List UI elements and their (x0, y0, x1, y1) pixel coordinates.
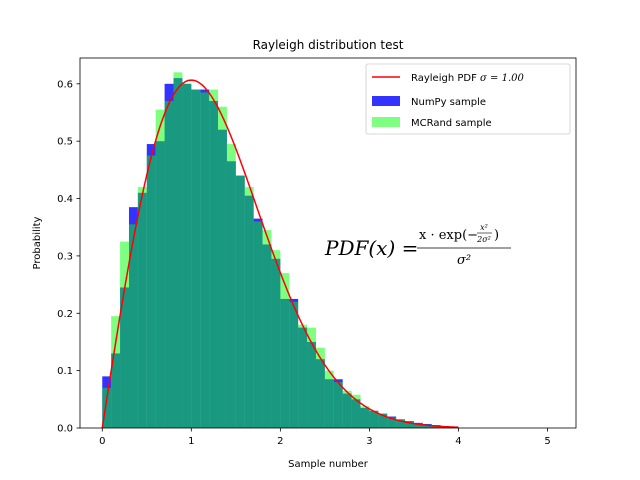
y-tick-label-3: 0.3 (57, 251, 73, 262)
x-tick-label-4: 4 (455, 436, 461, 447)
mcrand-bar-18 (262, 230, 272, 428)
y-tick-label-6: 0.6 (57, 79, 73, 90)
formula-inner-frac-num: x² (480, 223, 488, 232)
mcrand-bar-13 (218, 106, 227, 428)
mcrand-bar-5 (146, 155, 156, 428)
formula-lhs: PDF(x) = (324, 236, 418, 260)
legend-label-numpy: NumPy sample (411, 97, 486, 108)
mcrand-bar-11 (200, 92, 210, 429)
mcrand-bar-37 (431, 425, 441, 428)
formula-numerator-prefix: x · exp(− (419, 228, 478, 243)
mcrand-bar-21 (289, 301, 299, 428)
mcrand-bar-28 (351, 394, 361, 428)
mcrand-bar-29 (360, 406, 370, 428)
mcrand-bar-33 (396, 419, 406, 428)
mcrand-bar-35 (413, 423, 423, 428)
x-tick-label-5: 5 (544, 436, 550, 447)
x-axis-label: Sample number (288, 459, 369, 470)
legend-swatch-mcrand (372, 117, 400, 127)
mcrand-bar-31 (378, 413, 388, 428)
y-axis: 0.0 0.1 0.2 0.3 0.4 0.5 0.6 (57, 79, 80, 435)
y-axis-label: Probability (32, 216, 43, 269)
mcrand-bar-26 (333, 382, 343, 428)
mcrand-bar-17 (253, 221, 263, 428)
x-tick-label-3: 3 (366, 436, 372, 447)
legend-swatch-numpy (372, 96, 400, 106)
mcrand-histogram (102, 72, 459, 429)
y-tick-label-2: 0.2 (57, 309, 73, 320)
mcrand-bar-19 (271, 250, 281, 428)
mcrand-bar-1 (111, 316, 121, 428)
legend-box (365, 63, 571, 135)
mcrand-bar-15 (235, 175, 245, 428)
mcrand-bar-12 (209, 89, 219, 429)
y-tick-label-1: 0.1 (57, 366, 73, 377)
axes-frame (79, 57, 577, 429)
mcrand-bar-4 (137, 187, 147, 428)
mcrand-bar-22 (298, 324, 308, 428)
formula-numerator: x · exp(− (419, 228, 478, 243)
mcrand-bar-10 (191, 89, 201, 429)
pdf-formula-annotation: PDF(x) = x · exp(− x² 2σ² ) σ² (324, 223, 511, 268)
mcrand-bar-2 (120, 241, 129, 428)
mcrand-bar-6 (155, 109, 165, 428)
formula-denominator: σ² (457, 253, 471, 268)
mcrand-bar-34 (405, 421, 414, 428)
mcrand-bar-20 (280, 273, 290, 428)
mcrand-bar-27 (342, 390, 352, 428)
y-tick-label-5: 0.5 (57, 137, 73, 148)
formula-inner-frac-den: 2σ² (476, 235, 491, 244)
mcrand-bar-25 (324, 370, 334, 428)
mcrand-bar-23 (307, 327, 316, 428)
legend-label-mcrand: MCRand sample (411, 118, 492, 129)
x-tick-label-2: 2 (277, 436, 283, 447)
mcrand-bar-14 (226, 144, 236, 429)
y-tick-label-4: 0.4 (57, 194, 73, 205)
chart-title: Rayleigh distribution test (253, 38, 404, 52)
y-tick-label-0: 0.0 (57, 424, 73, 435)
mcrand-bar-7 (164, 101, 174, 429)
formula-numerator-suffix: ) (494, 228, 499, 243)
legend: Rayleigh PDF σ = 1.00 NumPy sample MCRan… (365, 63, 571, 135)
x-tick-label-1: 1 (188, 436, 194, 447)
mcrand-bar-24 (315, 347, 325, 428)
mcrand-bar-3 (128, 224, 138, 428)
mcrand-bar-36 (422, 424, 432, 428)
mcrand-bar-0 (102, 387, 112, 428)
mcrand-bar-16 (244, 187, 254, 428)
x-axis: 0 1 2 3 4 5 (99, 428, 551, 447)
x-tick-label-0: 0 (99, 436, 105, 447)
rayleigh-pdf-line (101, 79, 459, 429)
mcrand-bar-30 (369, 410, 379, 428)
mcrand-bar-32 (387, 417, 397, 428)
legend-label-pdf: Rayleigh PDF σ = 1.00 (411, 73, 524, 84)
mcrand-bar-8 (173, 72, 183, 428)
mcrand-bar-9 (182, 83, 192, 428)
